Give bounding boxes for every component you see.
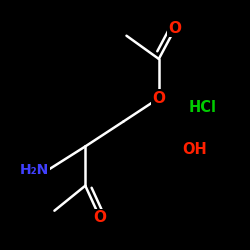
Text: OH: OH — [182, 142, 207, 158]
Text: O: O — [152, 91, 165, 106]
Text: H₂N: H₂N — [19, 163, 48, 177]
Text: HCl: HCl — [188, 100, 216, 115]
Text: O: O — [168, 21, 181, 36]
Text: O: O — [94, 210, 106, 225]
